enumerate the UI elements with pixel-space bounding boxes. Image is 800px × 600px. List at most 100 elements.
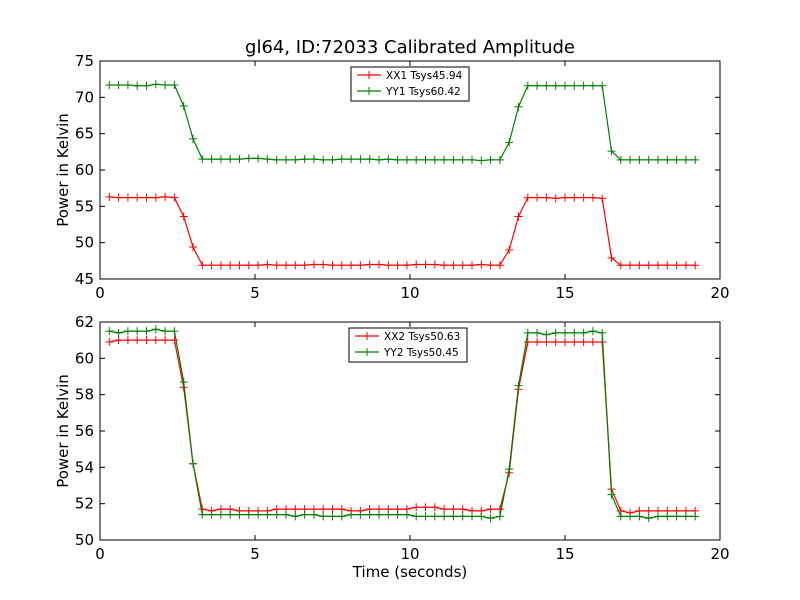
top-x-tick-label: 0 <box>95 284 105 302</box>
bottom-series-line-1 <box>109 339 696 514</box>
top-series-1-point <box>421 260 430 269</box>
top-series-2-point <box>263 155 272 164</box>
bottom-series-2-point <box>133 327 142 336</box>
bottom-legend-marker-2 <box>363 348 371 356</box>
bottom-series-2-point <box>114 328 123 337</box>
bottom-series-1-point <box>542 337 551 346</box>
top-series-line-1 <box>109 196 696 266</box>
bottom-series-1-point <box>449 505 458 514</box>
bottom-series-2-point <box>598 328 607 337</box>
top-series-2-point <box>365 155 374 164</box>
bottom-x-tick-label: 5 <box>250 545 260 563</box>
bottom-legend-marker-1 <box>363 332 371 340</box>
top-series-2-point <box>542 81 551 90</box>
bottom-series-markers-2 <box>105 325 700 523</box>
bottom-series-2-point <box>421 512 430 521</box>
top-series-2-point <box>300 155 309 164</box>
bottom-series-2-point <box>226 510 235 519</box>
bottom-series-2-point <box>495 512 504 521</box>
top-series-1-point <box>309 260 318 269</box>
bottom-series-2-point <box>412 512 421 521</box>
top-legend-box <box>350 66 470 102</box>
top-series-2-point <box>616 155 625 164</box>
bottom-series-2-point <box>393 510 402 519</box>
bottom-series-2-point <box>347 510 356 519</box>
top-series-1-point <box>216 261 225 270</box>
top-series-2-point <box>319 155 328 164</box>
bottom-series-1-point <box>570 337 579 346</box>
bottom-series-2-point <box>282 510 290 519</box>
bottom-series-2-point <box>244 510 253 519</box>
bottom-series-2-point <box>216 510 225 519</box>
top-series-1-point <box>105 192 114 201</box>
bottom-chart-panel: Time (seconds) Power in Kelvin 0 5 10 15 20 5… <box>54 313 730 581</box>
bottom-series-2-point <box>440 512 449 521</box>
bottom-series-2-point <box>588 327 597 336</box>
bottom-series-2-point <box>514 381 523 390</box>
top-series-2-point <box>570 81 579 90</box>
top-series-2-point <box>328 155 337 164</box>
top-series-2-point <box>626 155 635 164</box>
top-series-2-point <box>514 102 523 111</box>
top-y-tick-label: 70 <box>75 88 94 106</box>
top-series-1-point <box>440 261 449 270</box>
top-series-2-point <box>477 156 486 165</box>
bottom-series-2-point <box>151 325 160 334</box>
top-series-1-point <box>272 261 281 270</box>
top-series-2-point <box>691 155 700 164</box>
top-series-1-point <box>514 212 523 221</box>
bottom-series-2-point <box>235 510 244 519</box>
bottom-series-2-point <box>142 327 151 336</box>
top-series-1-point <box>226 261 235 270</box>
bottom-tick-labels: 0 5 10 15 20 50 52 54 56 58 60 62 <box>75 313 730 563</box>
top-y-tick-label: 55 <box>75 197 94 215</box>
top-series-2-point <box>198 155 207 164</box>
bottom-series-2-point <box>291 512 300 521</box>
top-series-2-point <box>561 81 569 90</box>
top-series-2-point <box>486 155 495 164</box>
top-series-1-point <box>458 261 467 270</box>
bottom-series-1-point <box>430 503 439 512</box>
bottom-series-1-point <box>412 503 421 512</box>
bottom-series-1-point <box>486 505 495 514</box>
top-y-axis-label: Power in Kelvin <box>54 113 72 227</box>
bottom-series-1-point <box>551 337 560 346</box>
top-series-2-point <box>226 155 235 164</box>
top-series-2-point <box>458 155 467 164</box>
top-series-1-point <box>588 193 597 202</box>
top-legend-marker-1 <box>365 71 373 79</box>
bottom-x-tick-label: 20 <box>710 545 729 563</box>
top-series-2-point <box>272 155 281 164</box>
top-series-2-point <box>505 138 514 147</box>
top-x-tick-label: 5 <box>250 284 260 302</box>
top-series-2-point <box>421 155 430 164</box>
top-series-2-point <box>412 155 421 164</box>
bottom-series-1-point <box>644 506 653 515</box>
top-series-1-point <box>365 260 374 269</box>
top-series-1-point <box>430 260 439 269</box>
bottom-series-2-point <box>337 512 346 521</box>
top-series-2-point <box>533 81 542 90</box>
top-series-2-point <box>579 81 588 90</box>
top-series-2-point <box>161 80 170 89</box>
top-series-2-point <box>114 80 123 89</box>
bottom-legend-box <box>348 327 468 363</box>
bottom-series-1-point <box>523 337 532 346</box>
bottom-y-tick-label: 54 <box>75 458 94 476</box>
bottom-series-2-point <box>365 510 374 519</box>
top-series-1-point <box>477 260 486 269</box>
top-series-2-point <box>430 155 439 164</box>
bottom-series-2-point <box>319 512 328 521</box>
top-series-2-point <box>123 80 132 89</box>
bottom-series-2-point <box>375 510 383 519</box>
bottom-series-2-point <box>263 510 272 519</box>
bottom-x-axis-label: Time (seconds) <box>352 563 468 581</box>
top-series-2-point <box>607 147 616 156</box>
top-series-1-point <box>663 261 672 270</box>
top-series-1-point <box>616 261 625 270</box>
chart-title: gl64, ID:72033 Calibrated Amplitude <box>245 37 575 58</box>
bottom-legend-label-1: XX2 Tsys50.63 <box>384 331 460 343</box>
bottom-series-2-point <box>430 512 439 521</box>
top-series-1-point <box>570 193 579 202</box>
top-series-2-point <box>347 155 356 164</box>
